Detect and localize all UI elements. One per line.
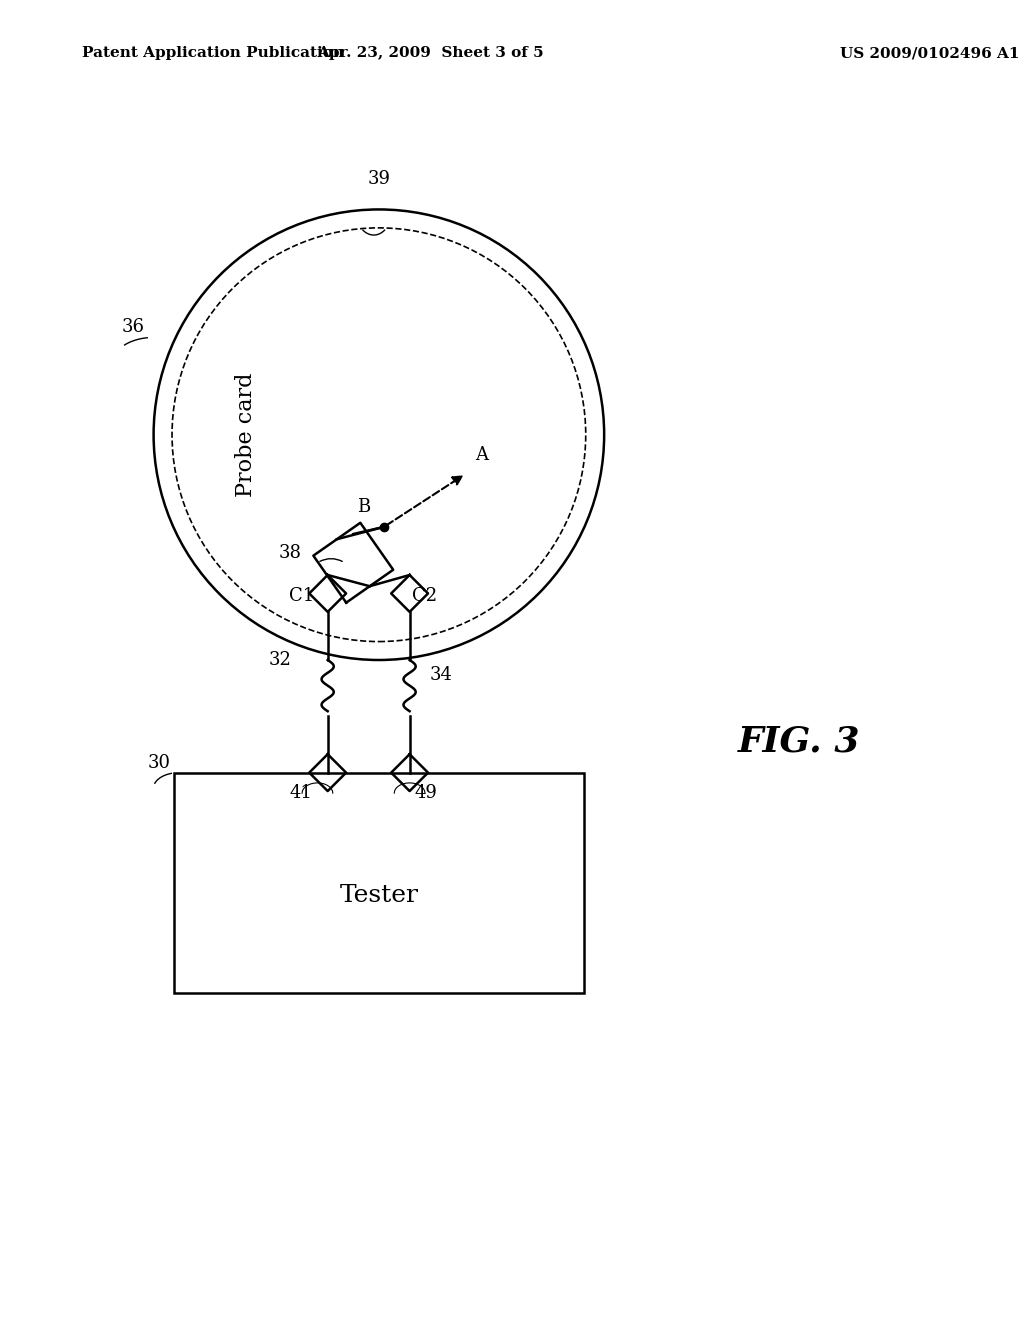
Text: US 2009/0102496 A1: US 2009/0102496 A1 [840,46,1019,61]
Text: Apr. 23, 2009  Sheet 3 of 5: Apr. 23, 2009 Sheet 3 of 5 [316,46,544,61]
Bar [174,772,584,993]
Text: 30: 30 [147,754,170,771]
Text: 41: 41 [290,784,312,803]
Text: Probe card: Probe card [234,372,257,496]
Text: 36: 36 [122,318,144,337]
Text: C1: C1 [290,586,314,605]
Text: 49: 49 [415,784,437,803]
Text: B: B [357,498,370,516]
Text: 32: 32 [269,651,292,669]
Text: 38: 38 [280,544,302,561]
Text: C2: C2 [413,586,437,605]
Text: A: A [475,446,487,465]
Text: 34: 34 [430,667,453,685]
Text: FIG. 3: FIG. 3 [737,725,860,759]
Text: Tester: Tester [339,884,419,907]
Text: 39: 39 [368,170,390,187]
Text: Patent Application Publication: Patent Application Publication [82,46,344,61]
